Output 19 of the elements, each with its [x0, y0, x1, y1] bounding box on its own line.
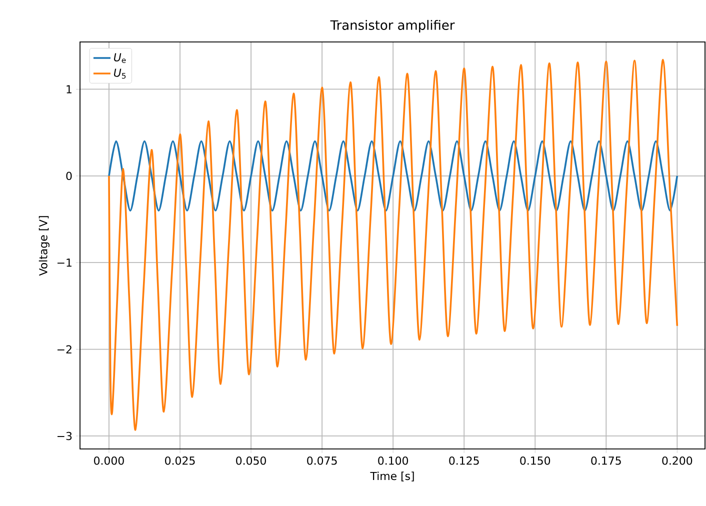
y-tick-label: 0	[66, 172, 72, 180]
chart-title: Transistor amplifier	[330, 20, 455, 32]
x-tick-label: 0.150	[520, 456, 550, 465]
x-tick-label: 0.025	[165, 456, 195, 465]
y-axis-title: Voltage [V]	[38, 216, 50, 276]
y-tick-label: −2	[57, 345, 72, 354]
x-tick-label: 0.175	[591, 456, 621, 465]
x-tick-label: 0.125	[449, 456, 479, 465]
legend-label: U$_{e}$	[114, 53, 126, 64]
x-axis-title: Time [s]	[370, 472, 414, 482]
x-tick-label: 0.050	[236, 456, 266, 465]
x-tick-label: 0.000	[94, 456, 124, 465]
x-tick-label: 0.075	[307, 456, 337, 465]
legend-label: U$_{5}$	[114, 68, 126, 79]
y-tick-label: −1	[57, 258, 72, 267]
x-tick-label: 0.100	[378, 456, 408, 465]
y-tick-label: 1	[66, 85, 72, 94]
y-tick-label: −3	[57, 432, 72, 440]
x-tick-label: 0.200	[662, 456, 692, 465]
